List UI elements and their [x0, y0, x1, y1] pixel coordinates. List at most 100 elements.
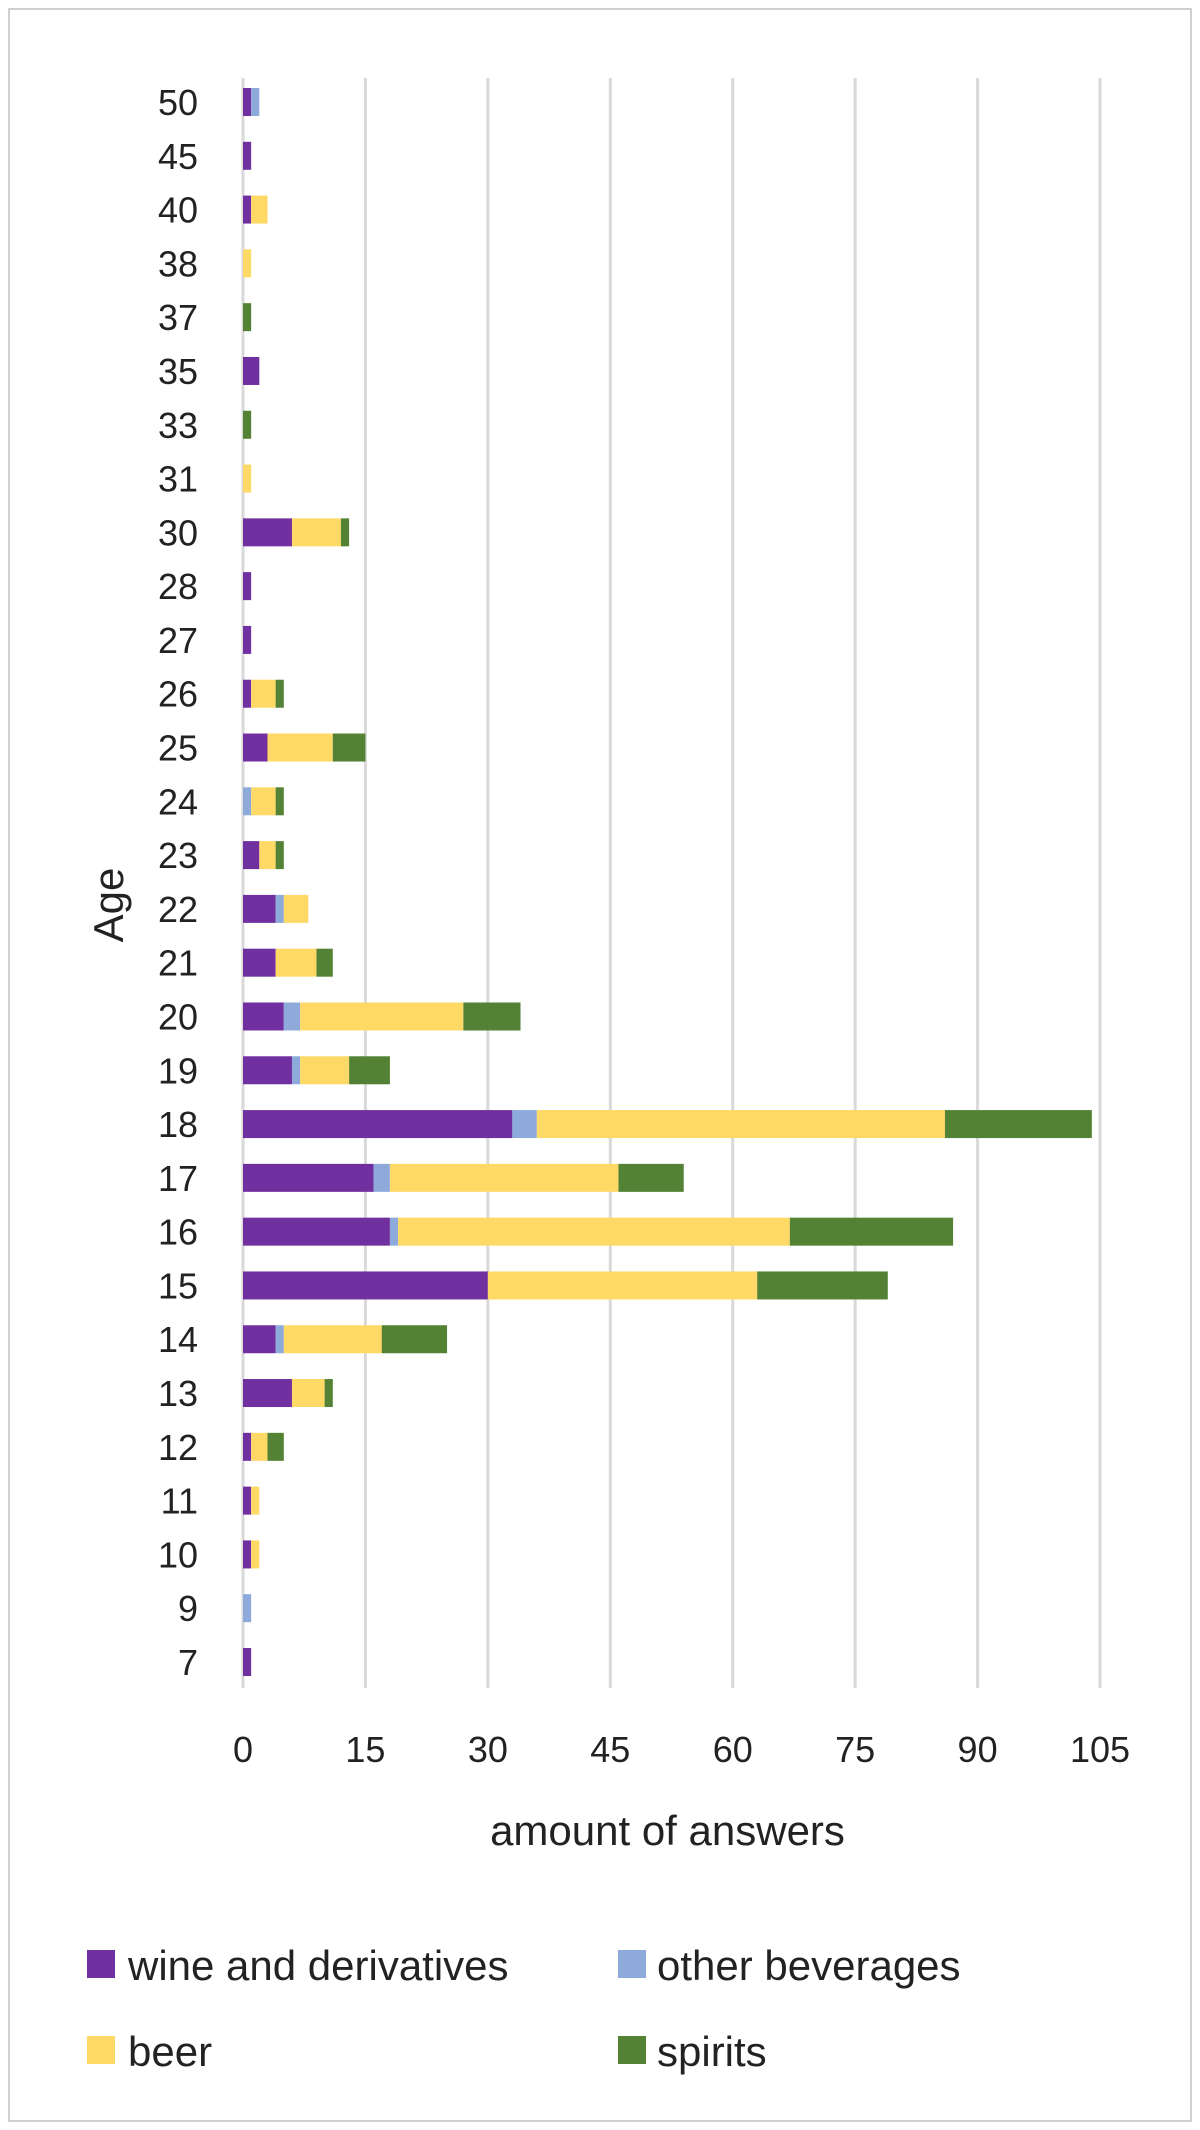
bar-segment-age-16-spirits	[789, 1217, 954, 1246]
bar-segment-age-17-spirits	[618, 1163, 684, 1192]
legend-label-wine-and-derivatives: wine and derivatives	[127, 1942, 509, 1989]
y-axis-title: Age	[85, 868, 132, 943]
y-tick-label: 35	[158, 351, 198, 392]
bar-segment-age-16-beer	[398, 1217, 790, 1246]
bar-segment-age-17-beer	[389, 1163, 619, 1192]
x-tick-labels: 0 15 30 45 60 75 90 105	[233, 1729, 1130, 1770]
x-tick-label: 75	[835, 1729, 875, 1770]
bar-segment-age-7-wine-and-derivatives	[243, 1648, 252, 1676]
y-tick-label: 28	[158, 566, 198, 607]
bar-segment-age-30-beer	[291, 518, 341, 547]
bar-segment-age-17-wine-and-derivatives	[243, 1163, 374, 1192]
y-tick-label: 9	[178, 1588, 198, 1629]
y-tick-label: 45	[158, 136, 198, 177]
y-tick-label: 25	[158, 728, 198, 769]
x-tick-label: 0	[233, 1729, 253, 1770]
bar-segment-age-17-other-beverages	[373, 1163, 390, 1192]
x-tick-label: 105	[1070, 1729, 1130, 1770]
bar-segment-age-13-beer	[291, 1379, 325, 1408]
y-tick-label: 14	[158, 1319, 198, 1360]
y-tick-label: 13	[158, 1373, 198, 1414]
bar-segment-age-33-spirits	[243, 410, 252, 439]
bar-segment-age-30-spirits	[340, 518, 350, 547]
bar-segment-age-23-spirits	[275, 841, 284, 870]
bar-segment-age-20-beer	[300, 1002, 464, 1031]
y-tick-label: 12	[158, 1427, 198, 1468]
y-tick-label: 40	[158, 190, 198, 231]
bar-segment-age-15-beer	[487, 1271, 758, 1300]
y-tick-label: 31	[158, 459, 198, 500]
y-tick-label: 19	[158, 1050, 198, 1091]
bar-segment-age-10-wine-and-derivatives	[243, 1540, 252, 1569]
x-tick-label: 45	[590, 1729, 630, 1770]
gridlines	[241, 78, 1102, 1688]
bar-segment-age-21-beer	[275, 948, 317, 977]
legend-swatch-spirits	[618, 2036, 646, 2064]
bar-segment-age-22-beer	[283, 894, 309, 923]
bar-segment-age-10-beer	[251, 1540, 260, 1569]
legend-swatch-beer	[87, 2036, 115, 2064]
bar-segment-age-16-wine-and-derivatives	[243, 1217, 390, 1246]
bar-segment-age-26-wine-and-derivatives	[243, 679, 252, 708]
bar-segment-age-15-wine-and-derivatives	[243, 1271, 488, 1300]
bar-segment-age-21-spirits	[316, 948, 333, 977]
bar-segment-age-23-beer	[259, 841, 276, 870]
y-tick-labels: 7 9 10 11 12 13 14 15 16 17 18 19 20 21 22 23 24 25 26 27 28…	[158, 82, 198, 1683]
bar-segment-age-19-other-beverages	[291, 1056, 301, 1085]
bar-segment-age-25-beer	[267, 733, 333, 762]
bar-segment-age-26-spirits	[275, 679, 284, 708]
bar-segment-age-19-wine-and-derivatives	[243, 1056, 292, 1085]
bar-segment-age-16-other-beverages	[389, 1217, 399, 1246]
bar-segment-age-14-spirits	[381, 1325, 448, 1354]
bar-segment-age-11-beer	[251, 1486, 260, 1515]
bar-segment-age-13-spirits	[324, 1379, 333, 1408]
bar-segment-age-22-other-beverages	[275, 894, 284, 923]
y-tick-label: 37	[158, 297, 198, 338]
bar-segment-age-35-wine-and-derivatives	[243, 356, 260, 385]
legend-label-other-beverages: other beverages	[657, 1942, 961, 1989]
bar-segment-age-40-beer	[251, 195, 268, 224]
y-tick-label: 27	[158, 620, 198, 661]
bar-segment-age-14-other-beverages	[275, 1325, 284, 1354]
y-tick-label: 16	[158, 1212, 198, 1253]
bar-segment-age-50-other-beverages	[251, 88, 260, 116]
y-tick-label: 7	[178, 1642, 198, 1683]
bar-segment-age-21-wine-and-derivatives	[243, 948, 276, 977]
x-tick-label: 30	[468, 1729, 508, 1770]
bar-segment-age-28-wine-and-derivatives	[243, 572, 252, 601]
y-tick-label: 17	[158, 1158, 198, 1199]
y-tick-label: 24	[158, 781, 198, 822]
bar-segment-age-40-wine-and-derivatives	[243, 195, 252, 224]
x-tick-label: 90	[958, 1729, 998, 1770]
bar-segment-age-12-spirits	[267, 1432, 284, 1461]
bar-segment-age-27-wine-and-derivatives	[243, 625, 252, 654]
bar-segment-age-37-spirits	[243, 303, 252, 332]
bar-segment-age-24-other-beverages	[243, 787, 252, 816]
legend-swatch-wine-and-derivatives	[87, 1950, 115, 1978]
bar-segment-age-18-wine-and-derivatives	[243, 1110, 513, 1139]
bar-segment-age-18-spirits	[944, 1110, 1092, 1139]
bar-segment-age-25-spirits	[332, 733, 366, 762]
bar-segment-age-12-wine-and-derivatives	[243, 1432, 252, 1461]
legend-swatch-other-beverages	[618, 1950, 646, 1978]
y-tick-label: 23	[158, 835, 198, 876]
bar-segment-age-20-wine-and-derivatives	[243, 1002, 284, 1031]
y-tick-label: 20	[158, 996, 198, 1037]
y-tick-label: 10	[158, 1534, 198, 1575]
bar-segment-age-18-other-beverages	[512, 1110, 537, 1139]
bar-segment-age-50-wine-and-derivatives	[243, 88, 252, 116]
bars	[243, 88, 1092, 1676]
y-tick-label: 21	[158, 943, 198, 984]
bar-segment-age-14-beer	[283, 1325, 382, 1354]
legend-label-spirits: spirits	[657, 2028, 767, 2075]
chart-frame	[8, 8, 1192, 2122]
bar-segment-age-19-beer	[300, 1056, 350, 1085]
bar-segment-age-23-wine-and-derivatives	[243, 841, 260, 870]
y-tick-label: 11	[161, 1481, 198, 1522]
bar-segment-age-15-spirits	[757, 1271, 888, 1300]
bar-segment-age-18-beer	[536, 1110, 945, 1139]
bar-segment-age-31-beer	[243, 464, 252, 493]
bar-segment-age-24-spirits	[275, 787, 284, 816]
bar-segment-age-24-beer	[251, 787, 276, 816]
